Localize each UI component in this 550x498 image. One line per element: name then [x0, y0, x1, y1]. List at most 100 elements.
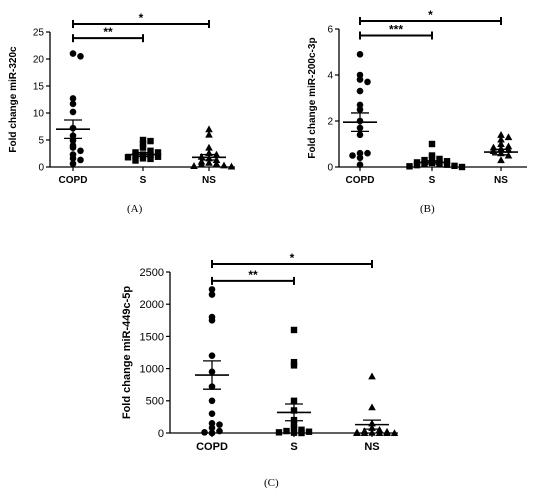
data-point	[69, 108, 77, 116]
data-point	[489, 147, 498, 154]
data-point	[290, 362, 298, 369]
data-point	[208, 291, 216, 298]
data-point	[356, 106, 364, 113]
panel-label-c: (C)	[264, 477, 279, 489]
significance-label: *	[139, 11, 144, 25]
data-point	[69, 95, 77, 102]
data-point	[208, 429, 216, 437]
data-point	[205, 158, 213, 166]
data-point	[504, 133, 513, 141]
data-point	[356, 87, 364, 95]
data-point	[497, 131, 505, 138]
y-axis-label: Fold change miR-449c-5p	[121, 286, 133, 420]
data-point	[139, 136, 147, 144]
y-tick-label: 0	[327, 163, 333, 174]
data-point	[290, 424, 298, 432]
data-point	[205, 130, 213, 138]
y-tick-label: 10	[33, 109, 45, 120]
data-point	[298, 426, 305, 433]
data-point	[208, 420, 216, 427]
data-point	[504, 142, 513, 150]
category-label: NS	[364, 441, 379, 453]
category-label: S	[140, 175, 147, 186]
category-label: NS	[202, 175, 216, 186]
data-point	[227, 162, 236, 170]
data-point	[77, 156, 84, 164]
data-point	[208, 397, 216, 405]
y-tick-label: 20	[33, 55, 45, 66]
data-point	[436, 155, 443, 163]
panel-label-b: (B)	[420, 203, 435, 215]
data-point	[298, 429, 305, 437]
data-point	[77, 53, 84, 60]
panel-label-a: (A)	[127, 203, 143, 215]
data-point	[201, 429, 208, 436]
data-point	[428, 140, 436, 148]
data-point	[305, 428, 313, 435]
data-point	[139, 144, 147, 151]
data-point	[356, 76, 364, 83]
data-point	[216, 421, 223, 428]
data-point	[349, 152, 356, 159]
significance-label: ***	[389, 22, 403, 36]
category-label: COPD	[59, 175, 88, 186]
data-point	[69, 100, 77, 108]
data-point	[368, 372, 376, 380]
significance-label: **	[103, 25, 113, 39]
data-point	[413, 161, 421, 169]
data-point	[147, 137, 154, 145]
data-point	[69, 144, 77, 151]
data-point	[205, 125, 213, 133]
data-point	[139, 140, 147, 147]
data-point	[443, 161, 451, 168]
data-point	[290, 429, 298, 436]
data-point	[290, 397, 298, 404]
data-point	[216, 427, 223, 435]
category-label: NS	[494, 175, 508, 186]
data-point	[497, 156, 505, 164]
data-point	[290, 326, 298, 334]
data-point	[364, 78, 371, 86]
data-point	[364, 149, 371, 157]
data-point	[212, 159, 221, 167]
data-point	[356, 101, 364, 109]
y-tick-label: 1500	[140, 331, 164, 343]
data-point	[290, 358, 298, 366]
data-point	[205, 143, 213, 151]
data-point	[406, 163, 413, 170]
y-tick-label: 500	[146, 396, 164, 408]
category-label: COPD	[196, 441, 228, 453]
data-point	[360, 429, 369, 437]
data-point	[356, 154, 364, 162]
category-label: S	[429, 175, 436, 186]
data-point	[353, 429, 361, 437]
data-point	[458, 163, 466, 171]
data-point	[69, 160, 77, 168]
data-point	[190, 162, 198, 169]
data-point	[356, 131, 364, 139]
data-point	[443, 158, 451, 165]
data-point	[132, 152, 139, 159]
data-point	[69, 50, 77, 57]
y-tick-label: 25	[33, 28, 45, 39]
data-point	[208, 352, 216, 360]
y-tick-label: 2000	[140, 299, 164, 311]
chart-panel-c: 0 500 1000 1500 2000 2500 Fold change miR-449c…	[121, 251, 399, 453]
category-label: COPD	[346, 175, 375, 186]
data-point	[275, 429, 283, 436]
data-point	[356, 161, 364, 168]
data-point	[77, 147, 84, 155]
y-tick-label: 6	[327, 25, 333, 36]
significance-label: *	[290, 251, 295, 265]
y-axis-label: Fold change miR-320c	[8, 46, 19, 153]
y-tick-label: 0	[158, 428, 164, 440]
significance-label: **	[248, 268, 258, 282]
data-point	[147, 155, 154, 163]
y-tick-label: 2500	[140, 267, 164, 279]
data-point	[497, 140, 505, 148]
data-point	[220, 161, 228, 169]
data-point	[283, 427, 290, 435]
data-point	[132, 157, 139, 164]
